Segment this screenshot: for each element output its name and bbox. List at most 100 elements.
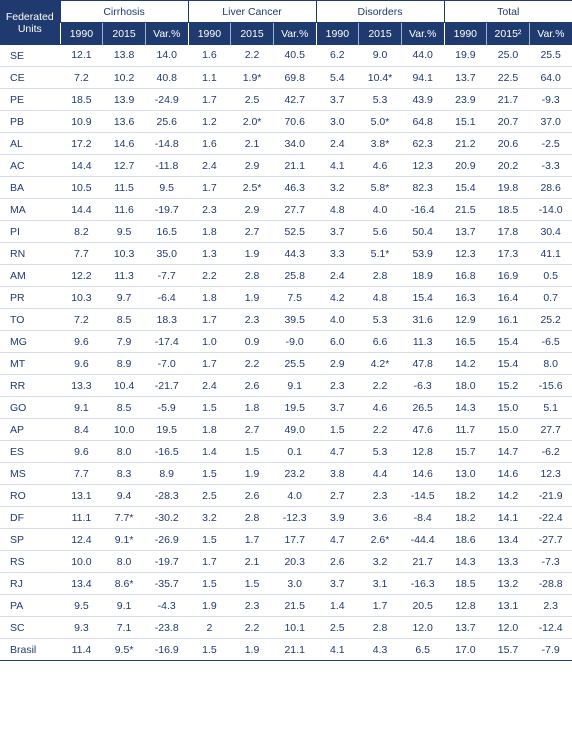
value-cell: 18.2 (444, 507, 487, 529)
value-cell: 69.8 (273, 67, 316, 89)
value-cell: 2.3 (529, 595, 572, 617)
value-cell: 11.7 (444, 419, 487, 441)
value-cell: 2.4 (188, 375, 231, 397)
value-cell: 9.4 (103, 485, 146, 507)
value-cell: 25.5 (529, 45, 572, 67)
table-row: SP12.49.1*-26.91.51.717.74.72.6*-44.418.… (0, 529, 572, 551)
value-cell: 6.5 (401, 639, 444, 661)
value-cell: 14.6 (487, 463, 530, 485)
value-cell: 27.7 (529, 419, 572, 441)
subheader: 1990 (60, 23, 103, 45)
value-cell: 11.3 (401, 331, 444, 353)
subheader: Var.% (401, 23, 444, 45)
value-cell: 2.8 (359, 617, 402, 639)
subheader-row: 1990 2015 Var.% 1990 2015 Var.% 1990 201… (0, 23, 572, 45)
value-cell: 3.7 (316, 89, 359, 111)
value-cell: 1.5 (231, 573, 274, 595)
value-cell: 1.7 (188, 353, 231, 375)
unit-cell: RS (0, 551, 60, 573)
table-row: RO13.19.4-28.32.52.64.02.72.3-14.518.214… (0, 485, 572, 507)
value-cell: -28.3 (145, 485, 188, 507)
value-cell: 39.5 (273, 309, 316, 331)
value-cell: 16.5 (444, 331, 487, 353)
value-cell: 5.1* (359, 243, 402, 265)
value-cell: -27.7 (529, 529, 572, 551)
value-cell: 1.9 (231, 639, 274, 661)
value-cell: 11.5 (103, 177, 146, 199)
value-cell: 9.1 (103, 595, 146, 617)
value-cell: -6.2 (529, 441, 572, 463)
value-cell: 3.7 (316, 221, 359, 243)
value-cell: 9.6 (60, 331, 103, 353)
value-cell: 28.6 (529, 177, 572, 199)
value-cell: 2.2 (231, 45, 274, 67)
value-cell: 1.5 (188, 529, 231, 551)
value-cell: 15.0 (487, 419, 530, 441)
unit-cell: Brasil (0, 639, 60, 661)
value-cell: 14.3 (444, 397, 487, 419)
value-cell: 1.4 (316, 595, 359, 617)
value-cell: 4.7 (316, 441, 359, 463)
unit-cell: SP (0, 529, 60, 551)
unit-cell: AC (0, 155, 60, 177)
value-cell: -14.8 (145, 133, 188, 155)
value-cell: 8.0 (529, 353, 572, 375)
value-cell: 11.3 (103, 265, 146, 287)
table-row: GO9.18.5-5.91.51.819.53.74.626.514.315.0… (0, 397, 572, 419)
value-cell: 6.6 (359, 331, 402, 353)
value-cell: 8.0 (103, 441, 146, 463)
corner-header: Federated Units (0, 1, 60, 45)
value-cell: 0.5 (529, 265, 572, 287)
value-cell: 1.4 (188, 441, 231, 463)
table-row: PA9.59.1-4.31.92.321.51.41.720.512.813.1… (0, 595, 572, 617)
value-cell: -12.4 (529, 617, 572, 639)
value-cell: 2.2 (359, 375, 402, 397)
group-header-liver-cancer: Liver Cancer (188, 1, 316, 23)
value-cell: 1.9 (188, 595, 231, 617)
unit-cell: CE (0, 67, 60, 89)
subheader-total-2015: 2015² (487, 23, 530, 45)
value-cell: 4.6 (359, 397, 402, 419)
value-cell: 14.4 (60, 155, 103, 177)
value-cell: -26.9 (145, 529, 188, 551)
value-cell: -9.3 (529, 89, 572, 111)
value-cell: 34.0 (273, 133, 316, 155)
value-cell: 5.3 (359, 89, 402, 111)
value-cell: 20.9 (444, 155, 487, 177)
value-cell: -6.5 (529, 331, 572, 353)
value-cell: 25.0 (487, 45, 530, 67)
value-cell: 15.0 (487, 397, 530, 419)
value-cell: 18.2 (444, 485, 487, 507)
value-cell: -30.2 (145, 507, 188, 529)
value-cell: 2.2 (359, 419, 402, 441)
value-cell: 12.2 (60, 265, 103, 287)
value-cell: 2.3 (188, 199, 231, 221)
value-cell: 16.3 (444, 287, 487, 309)
value-cell: 19.9 (444, 45, 487, 67)
value-cell: 64.0 (529, 67, 572, 89)
value-cell: 1.5 (188, 639, 231, 661)
value-cell: 2.8 (231, 265, 274, 287)
value-cell: -19.7 (145, 551, 188, 573)
value-cell: 1.5 (188, 573, 231, 595)
unit-cell: MT (0, 353, 60, 375)
value-cell: 9.5 (103, 221, 146, 243)
subheader: Var.% (273, 23, 316, 45)
value-cell: 17.8 (487, 221, 530, 243)
value-cell: 12.3 (401, 155, 444, 177)
value-cell: 1.7 (359, 595, 402, 617)
value-cell: 2.3 (231, 595, 274, 617)
value-cell: 17.2 (60, 133, 103, 155)
value-cell: 52.5 (273, 221, 316, 243)
value-cell: 2.3 (316, 375, 359, 397)
unit-cell: PA (0, 595, 60, 617)
value-cell: 10.3 (103, 243, 146, 265)
value-cell: 4.7 (316, 529, 359, 551)
unit-cell: MG (0, 331, 60, 353)
value-cell: 2.3 (359, 485, 402, 507)
value-cell: 3.0 (273, 573, 316, 595)
value-cell: 2.1 (231, 551, 274, 573)
value-cell: 49.0 (273, 419, 316, 441)
value-cell: 18.6 (444, 529, 487, 551)
value-cell: -7.9 (529, 639, 572, 661)
